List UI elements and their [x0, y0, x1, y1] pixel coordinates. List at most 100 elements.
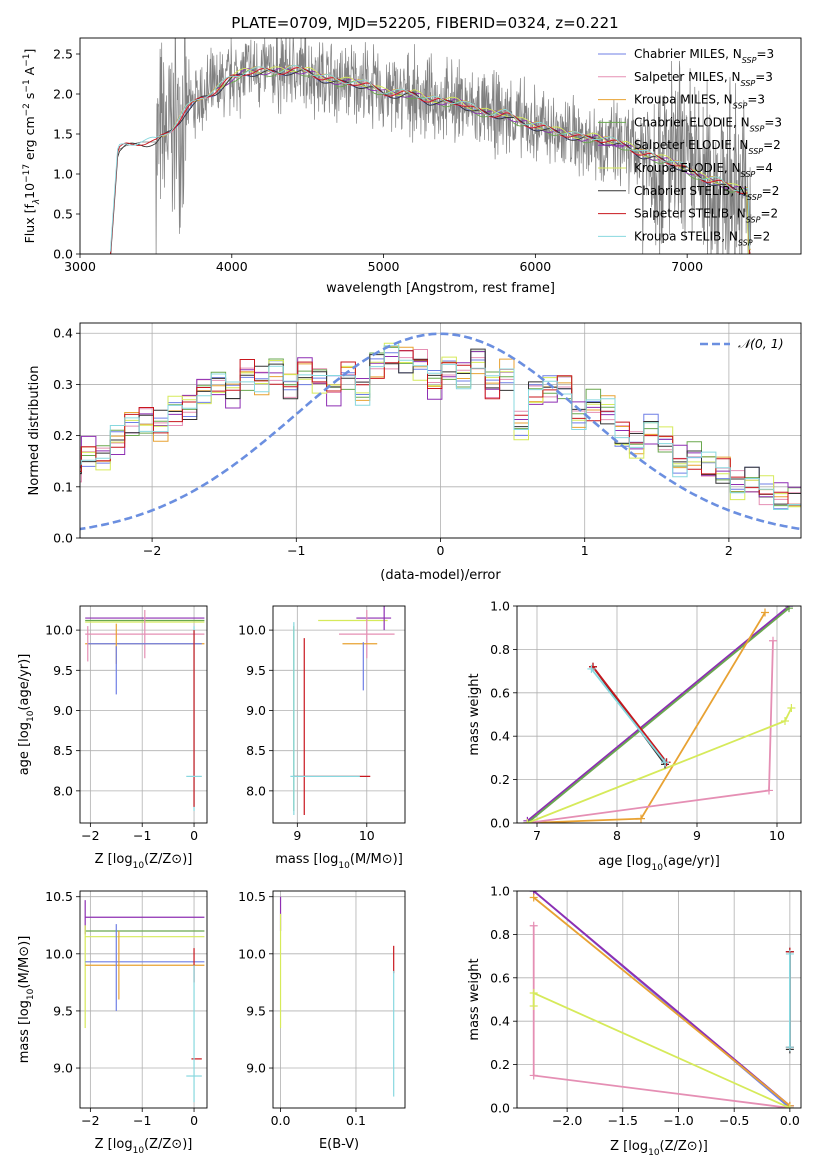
x-tick-label: 5000: [368, 259, 400, 274]
errorbars: [84, 900, 205, 1103]
axes-frame: [272, 605, 406, 824]
histogram-salpeter-miles: [80, 349, 801, 506]
weight-marker: [529, 988, 538, 997]
weight-marker: [529, 921, 538, 930]
model-spectrum-kroupa-stelib: [109, 64, 751, 252]
model-spectrum-chabrier-elodie: [216, 68, 751, 254]
y-tick-label: 0.4: [490, 729, 510, 744]
residuals-panel: −2 −1 0 1 2 0.0 0.1 0.2 0.3 0.4 𝒩(0, 1) (data-model…: [27, 322, 802, 583]
y-tick-label: 0.0: [53, 247, 73, 262]
y-tick-label: 2.0: [53, 87, 73, 102]
y-axis-label: mass [log10(M/M⊙)]: [17, 936, 36, 1064]
weight-marker: [785, 949, 794, 958]
weight-line-salpeter-miles: [527, 640, 774, 823]
y-axis-label: mass weight: [467, 673, 482, 755]
x-tick-label: 9: [693, 828, 701, 843]
y-axis-label: age [log10(age/yr)]: [17, 654, 36, 776]
y-tick-label: 9.0: [246, 703, 266, 718]
weight-marker: [781, 717, 789, 726]
y-tick-label: 0.6: [490, 685, 510, 700]
data-spectrum-line: [110, 38, 752, 254]
x-tick-label: 4000: [216, 259, 248, 274]
y-tick-label: 0.8: [490, 642, 510, 657]
x-axis-label: E(B-V): [319, 1137, 359, 1152]
y-tick-label: 0.4: [490, 1014, 510, 1029]
y-tick-label: 10.0: [238, 946, 266, 961]
y-tick-label: 0.0: [490, 816, 510, 831]
y-tick-label: 0.6: [490, 970, 510, 985]
y-tick-label: 10.0: [45, 623, 73, 638]
x-axis-label: age [log10(age/yr)]: [598, 854, 720, 873]
y-axis-label: Normed distribution: [27, 366, 42, 496]
x-tick-label: 0.0: [271, 1113, 291, 1128]
spectrum-panel: 3000 4000 5000 6000 7000 0.0 0.5 1.0 1.5 2.0 2.5 wa…: [22, 37, 802, 296]
legend-entry: Salpeter MILES, NSSP=3: [634, 70, 773, 88]
y-tick-label: 10.5: [45, 889, 73, 904]
x-tick-label: −1: [133, 828, 151, 843]
weight-marker: [785, 606, 793, 613]
axes-frame: [79, 605, 208, 824]
weight-line-kroupa-miles: [533, 896, 791, 1107]
legend-entry: Salpeter STELIB, NSSP=2: [634, 207, 778, 225]
histogram-salpeter-elodie: [80, 350, 801, 498]
x-tick-label: 0.0: [780, 1113, 800, 1128]
x-axis-label: Z [log10(Z/Z⊙)]: [95, 1137, 193, 1156]
axes-frame: [516, 605, 802, 824]
figure-title: PLATE=0709, MJD=52205, FIBERID=0324, z=0…: [231, 14, 618, 32]
x-tick-label: 7: [533, 828, 541, 843]
x-tick-label: 10: [359, 828, 375, 843]
y-tick-label: 10.0: [238, 623, 266, 638]
weight-line-salpeter-stelib: [592, 666, 668, 763]
errorbars: [279, 896, 395, 1097]
x-tick-label: 3000: [64, 259, 96, 274]
y-tick-label: 0.2: [490, 1057, 510, 1072]
weight-line-salpeter-elodie: [526, 606, 790, 822]
spectrum-legend: Chabrier MILES, NSSP=3 Salpeter MILES, NS…: [598, 47, 782, 247]
weight-marker: [785, 1104, 794, 1108]
weight-marker: [769, 636, 777, 645]
histogram-kroupa-miles: [80, 345, 801, 507]
y-tick-label: 9.5: [246, 1003, 266, 1018]
x-tick-label: 6000: [519, 259, 551, 274]
y-tick-label: 0.0: [490, 1101, 510, 1116]
y-tick-label: 8.5: [246, 743, 266, 758]
x-tick-label: −2: [81, 1113, 99, 1128]
x-tick-label: −2.0: [552, 1113, 582, 1128]
y-tick-label: 9.5: [53, 1003, 73, 1018]
x-tick-label: 0: [190, 1113, 198, 1128]
y-axis-label: mass weight: [467, 958, 482, 1040]
weight-marker: [523, 819, 532, 823]
histogram-kroupa-stelib: [80, 345, 801, 510]
weight-marker: [637, 814, 645, 823]
x-axis-label: (data-model)/error: [380, 568, 501, 583]
legend-entry: 𝒩(0, 1): [738, 336, 784, 351]
weight-line-kroupa-elodie: [532, 991, 791, 1108]
x-tick-label: 0: [437, 543, 445, 558]
x-tick-label: −1.5: [608, 1113, 638, 1128]
mass_vs_Z-panel: −2 −1 0 9.0 9.5 10.0 10.5 Z [log10(Z/Z⊙)] mass […: [17, 889, 208, 1156]
y-tick-label: 1.5: [53, 127, 73, 142]
x-tick-label: −2: [143, 543, 161, 558]
x-tick-label: −0.5: [719, 1113, 749, 1128]
axes-frame: [79, 37, 802, 255]
axes-frame: [272, 890, 406, 1109]
x-axis-label: Z [log10(Z/Z⊙)]: [95, 852, 193, 871]
histogram-chabrier-stelib: [80, 348, 801, 505]
x-tick-label: −2: [81, 828, 99, 843]
errorbars: [85, 610, 205, 811]
y-tick-label: 10.5: [238, 889, 266, 904]
weight-marker: [529, 893, 538, 902]
x-tick-label: 0: [190, 828, 198, 843]
y-tick-label: 8.5: [53, 743, 73, 758]
y-tick-label: 0.2: [490, 772, 510, 787]
weight-marker: [765, 786, 773, 795]
weight-marker: [785, 1043, 794, 1052]
mass_vs_ebv-panel: 0.0 0.1 9.0 9.5 10.0 10.5 E(B-V): [238, 889, 406, 1152]
x-tick-label: −1.0: [663, 1113, 693, 1128]
x-tick-label: 9: [293, 828, 301, 843]
y-tick-label: 0.1: [53, 479, 73, 494]
weight-line-salpeter-miles: [532, 925, 791, 1108]
y-tick-label: 1.0: [53, 167, 73, 182]
x-axis-label: Z [log10(Z/Z⊙)]: [610, 1139, 708, 1158]
y-tick-label: 0.8: [490, 927, 510, 942]
